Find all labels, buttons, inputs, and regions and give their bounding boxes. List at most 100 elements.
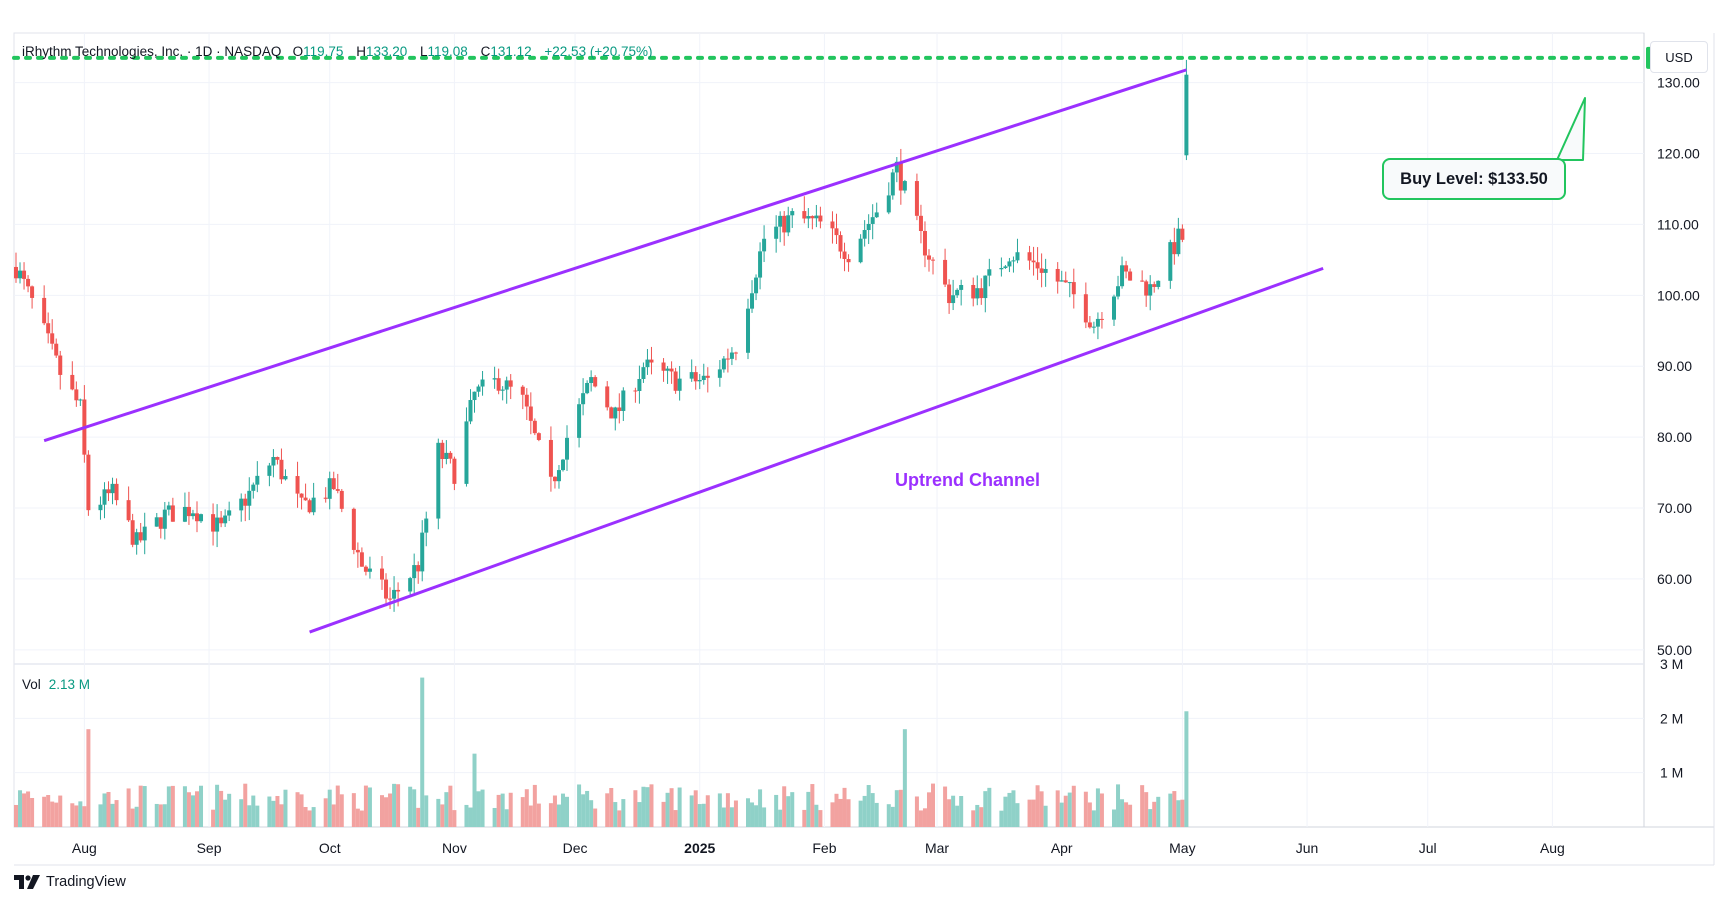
volume-bar xyxy=(106,791,111,827)
volume-bar xyxy=(299,794,304,827)
volume-bar xyxy=(311,807,316,827)
volume-bar xyxy=(82,806,87,827)
candle-body xyxy=(1124,265,1129,272)
candle-body xyxy=(1007,261,1012,267)
candle-body xyxy=(613,407,618,419)
time-tick-label: Jun xyxy=(1296,840,1319,856)
volume-bar xyxy=(987,787,992,827)
candle-body xyxy=(951,295,956,304)
candle-body xyxy=(223,515,228,524)
candle-body xyxy=(42,297,47,324)
candle-body xyxy=(577,404,582,438)
volume-bar xyxy=(565,796,570,827)
volume-bar xyxy=(1059,802,1064,827)
candle-body xyxy=(243,498,248,506)
candle-body xyxy=(480,379,485,387)
volume-bar xyxy=(215,784,220,827)
candle-body xyxy=(1112,296,1117,320)
candle-body xyxy=(922,230,927,256)
candle-body xyxy=(733,352,738,354)
axes: 130.00 120.00 110.00 100.00 90.00 80.00 70.00 6… xyxy=(72,75,1700,856)
candle-body xyxy=(239,498,244,511)
candle-body xyxy=(971,285,976,299)
candle-body xyxy=(898,161,903,191)
candle-body xyxy=(351,508,356,550)
candle-body xyxy=(532,420,537,434)
candle-body xyxy=(1176,228,1181,255)
volume-bar xyxy=(1039,791,1044,827)
candle-body xyxy=(416,565,421,572)
candle-body xyxy=(436,442,441,519)
volume-bar xyxy=(649,784,654,827)
candle-body xyxy=(335,489,340,491)
candle-body xyxy=(858,238,863,263)
candle-body xyxy=(585,382,590,394)
volume-bar xyxy=(295,792,300,827)
candle-body xyxy=(412,565,417,579)
candle-body xyxy=(645,359,650,368)
candle-body xyxy=(26,278,31,287)
volume-bar xyxy=(219,790,224,827)
candle-body xyxy=(420,532,425,572)
candle-body xyxy=(170,505,175,522)
volume-bar xyxy=(548,803,553,827)
candle-body xyxy=(943,259,948,285)
volume-bar xyxy=(959,795,964,827)
symbol-legend: iRhythm Technologies, Inc. · 1D · NASDAQ… xyxy=(22,44,662,59)
volume-bar xyxy=(593,808,598,827)
candle-body xyxy=(275,456,280,460)
candle-body xyxy=(649,359,654,363)
volume-bar xyxy=(922,808,927,827)
volume-bar xyxy=(78,801,83,827)
volume-bar xyxy=(778,809,783,827)
volume-bar xyxy=(130,808,135,827)
candle-body xyxy=(701,375,706,381)
price-tick-label: 80.00 xyxy=(1657,429,1692,445)
volume-bar xyxy=(532,784,537,827)
volume-bar xyxy=(74,805,79,827)
volume-bar xyxy=(758,789,763,827)
volume-bar xyxy=(645,787,650,827)
volume-bar xyxy=(1011,790,1016,827)
volume-bar xyxy=(351,793,356,827)
volume-bar xyxy=(380,795,385,827)
volume-bar xyxy=(673,810,678,827)
volume-bar xyxy=(22,793,27,827)
volume-bar xyxy=(520,797,525,827)
candle-body xyxy=(211,514,216,532)
volume-bar xyxy=(750,802,755,827)
volume-bar xyxy=(693,790,698,827)
volume-bar xyxy=(637,802,642,827)
volume-bar xyxy=(621,799,626,827)
candle-body xyxy=(890,172,895,196)
candle-body xyxy=(182,506,187,522)
volume-bar xyxy=(1003,796,1008,827)
volume-bar xyxy=(617,810,622,827)
currency-button[interactable]: USD xyxy=(1650,41,1708,73)
candle-body xyxy=(219,517,224,524)
volume-bar xyxy=(1144,792,1149,827)
volume-bar xyxy=(331,804,336,827)
volume-bar xyxy=(448,785,453,827)
candle-body xyxy=(806,216,811,219)
volume-bar xyxy=(979,807,984,827)
candle-body xyxy=(452,458,457,484)
candle-body xyxy=(834,228,839,236)
buy-level-callout: Buy Level: $133.50 xyxy=(1382,158,1566,200)
candle-body xyxy=(98,504,103,511)
volume-tick-label: 3 M xyxy=(1660,656,1683,672)
candle-body xyxy=(1099,318,1104,320)
volume-bar xyxy=(762,807,767,827)
low-value: 119.08 xyxy=(427,44,468,59)
candle-body xyxy=(983,275,988,299)
volume-bar xyxy=(1095,788,1100,827)
candle-body xyxy=(142,526,147,541)
candle-body xyxy=(138,532,143,541)
candle-body xyxy=(299,493,304,498)
candle-body xyxy=(46,323,51,334)
volume-bar xyxy=(1067,792,1072,827)
candle-body xyxy=(705,375,710,378)
candle-body xyxy=(114,483,119,501)
volume-bar xyxy=(874,802,879,827)
candle-body xyxy=(130,520,135,545)
